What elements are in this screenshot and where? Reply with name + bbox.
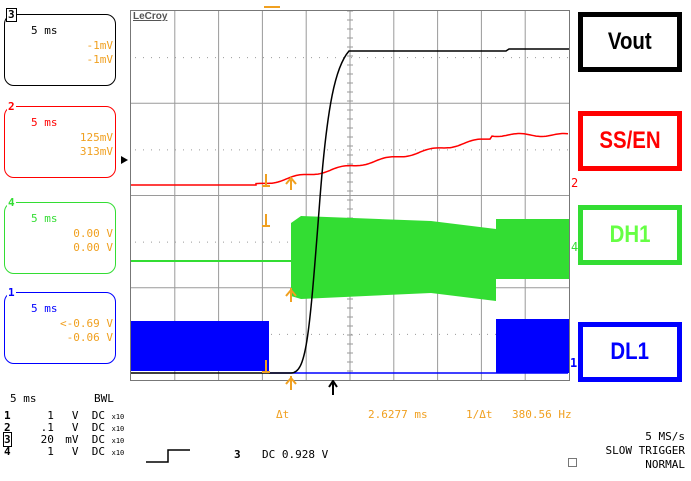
trigger-level-text: DC 0.928 V: [262, 448, 329, 461]
channel-2-number: 2: [7, 100, 16, 113]
cursor-markers: [262, 174, 297, 390]
trigger-level-arrow-icon: [121, 156, 128, 164]
trigger-state: NORMAL: [645, 458, 685, 471]
trace-ch1-dl1: [131, 320, 568, 374]
channel-1-value-2: -0.06 V: [66, 331, 113, 344]
trigger-time-arrow-icon: [328, 380, 338, 395]
channel-2-value-2: 313mV: [79, 145, 113, 158]
inverse-delta-t-value: 380.56 Hz: [512, 408, 572, 421]
trace-marker-ch4: 4: [571, 240, 579, 254]
waveform-grid: [131, 11, 569, 380]
channel-3-timebase: 5 ms: [31, 24, 58, 37]
channel-setting-row[interactable]: 2 .1 V DC x10: [4, 421, 125, 434]
label-dh1: DH1: [578, 205, 682, 265]
trace-marker-ch2: 2: [571, 176, 579, 190]
channel-1-number: 1: [7, 286, 16, 299]
bwl-indicator: BWL: [94, 392, 114, 405]
brand-logo: LeCroy: [131, 11, 170, 22]
channel-1-value-1: <-0.69 V: [60, 317, 113, 330]
trigger-mode: SLOW TRIGGER: [605, 444, 685, 457]
dh1-switching-envelope: [291, 216, 569, 301]
trigger-state-checkbox[interactable]: [568, 458, 577, 467]
channel-3-value-2: -1mV: [86, 53, 114, 66]
label-vout: Vout: [578, 12, 682, 72]
channel-setting-row[interactable]: 4 1 V DC x10: [4, 445, 125, 458]
delta-t-label: Δt: [276, 408, 290, 421]
trace-marker-ch1: 1: [570, 356, 578, 370]
channel-2-timebase: 5 ms: [31, 116, 58, 129]
label-ss-en: SS/EN: [578, 111, 682, 171]
channel-3-value-1: -1mV: [86, 39, 114, 52]
delta-t-value: 2.6277 ms: [368, 408, 428, 421]
rising-edge-trigger-icon: [146, 449, 190, 463]
channel-2-value-1: 125mV: [79, 131, 113, 144]
channel-3-box[interactable]: 3 5 ms -1mV -1mV: [4, 8, 116, 86]
channel-3-number: 3: [6, 8, 17, 22]
trace-ch2-ss-en: [131, 132, 569, 186]
dl1-switching-burst-right: [496, 319, 569, 373]
channel-4-number: 4: [7, 196, 16, 209]
inverse-delta-t-label: 1/Δt: [466, 408, 493, 421]
channel-setting-row[interactable]: 1 1 V DC x10: [4, 409, 125, 422]
waveform-display[interactable]: [130, 10, 570, 381]
channel-4-timebase: 5 ms: [31, 212, 58, 225]
trace-ch3-vout: [131, 48, 569, 374]
channel-1-box[interactable]: 1 5 ms <-0.69 V -0.06 V: [4, 287, 116, 364]
channel-4-box[interactable]: 4 5 ms 0.00 V 0.00 V: [4, 197, 116, 274]
bottom-timebase: 5 ms: [10, 392, 37, 405]
channel-1-timebase: 5 ms: [31, 302, 58, 315]
label-dl1: DL1: [578, 322, 682, 382]
channel-setting-row[interactable]: 3 20 mV DC x10: [3, 432, 125, 447]
channel-4-value-1: 0.00 V: [73, 227, 113, 240]
trigger-channel: 3: [234, 448, 241, 461]
trigger-position-marker: [264, 6, 280, 8]
sample-rate: 5 MS/s: [645, 430, 685, 443]
channel-2-box[interactable]: 2 5 ms 125mV 313mV: [4, 101, 116, 178]
channel-4-value-2: 0.00 V: [73, 241, 113, 254]
